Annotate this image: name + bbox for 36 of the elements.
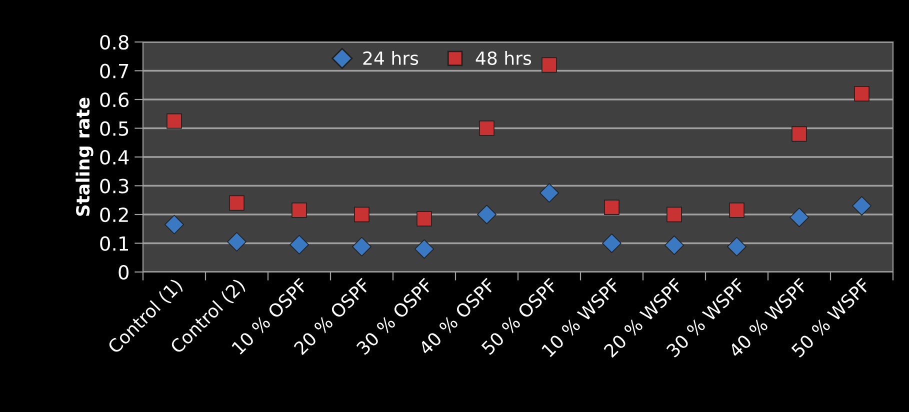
point bbox=[227, 232, 246, 252]
point bbox=[479, 120, 494, 136]
y-tick-label: 0.6 bbox=[100, 92, 129, 108]
y-tick-label: 0.2 bbox=[100, 207, 128, 222]
point bbox=[852, 196, 872, 216]
point bbox=[166, 113, 182, 129]
point bbox=[664, 236, 684, 255]
point bbox=[602, 234, 622, 253]
y-tick-label: 0.4 bbox=[100, 150, 129, 165]
point bbox=[290, 234, 309, 254]
y-tick-label: 0.8 bbox=[100, 34, 128, 50]
y-axis-title: Staling rate bbox=[76, 98, 94, 216]
y-tick-label: 0.7 bbox=[100, 64, 128, 78]
legend-label: 48 hrs bbox=[476, 51, 532, 66]
point bbox=[354, 206, 370, 222]
y-tick-label: 0.5 bbox=[100, 121, 128, 136]
point bbox=[727, 236, 746, 256]
point bbox=[790, 208, 809, 228]
point bbox=[604, 200, 620, 216]
point bbox=[477, 204, 496, 224]
point bbox=[729, 202, 744, 218]
y-tick-label: 0.3 bbox=[100, 178, 128, 194]
point bbox=[792, 126, 807, 142]
y-tick-label: 0.1 bbox=[100, 236, 128, 251]
point bbox=[542, 57, 557, 73]
point bbox=[666, 206, 682, 222]
point bbox=[414, 239, 434, 259]
point bbox=[352, 236, 372, 256]
point bbox=[164, 214, 184, 234]
point bbox=[292, 202, 307, 218]
point bbox=[229, 195, 244, 211]
y-tick-label: 0 bbox=[118, 264, 129, 280]
point bbox=[854, 86, 870, 102]
point bbox=[416, 211, 432, 227]
legend-label: 24 hrs bbox=[363, 51, 418, 66]
point bbox=[540, 183, 559, 203]
